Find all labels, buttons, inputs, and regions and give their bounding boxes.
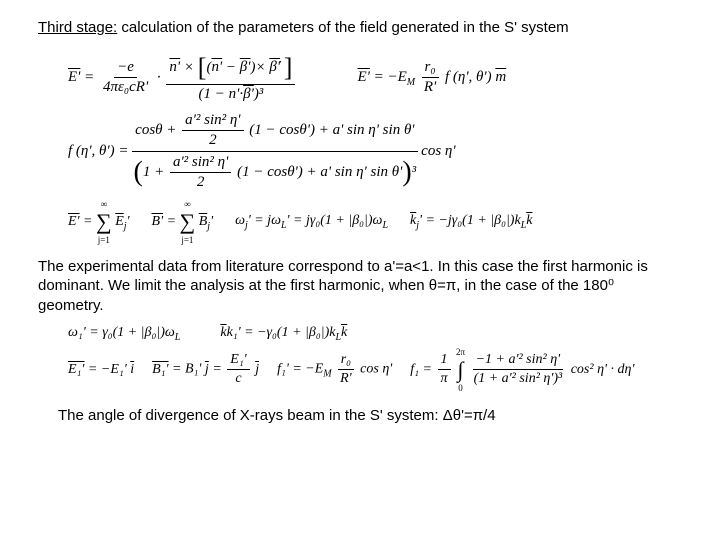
bottom-text: The angle of divergence of X-rays beam i… xyxy=(58,407,682,424)
equation-row-2: f (η', θ') = cosθ + a'² sin² η' 2 (1 − c… xyxy=(68,110,682,193)
eq4-k: kk₁' = −γ₀(1 + |β₀|)kLk xyxy=(220,325,347,343)
eq3-B: B' = ∞∑j=1 Bj' xyxy=(152,199,214,245)
eq5-B: B₁' = B₁' j = E₁'c j xyxy=(152,351,259,388)
eq5-f1p: f₁' = −EM r₀R' cos η' xyxy=(277,351,392,388)
eq4-omega: ω₁' = γ₀(1 + |β₀|)ωL xyxy=(68,325,180,343)
equation-row-4: ω₁' = γ₀(1 + |β₀|)ωL kk₁' = −γ₀(1 + |β₀|… xyxy=(68,325,682,343)
eq3-E: E' = ∞∑j=1 Ej' xyxy=(68,199,130,245)
mid-paragraph: The experimental data from literature co… xyxy=(38,257,682,316)
equation-row-5: E₁' = −E₁' i B₁' = B₁' j = E₁'c j f₁' = … xyxy=(68,347,682,393)
eq5-f1: f₁ = 1π 2π∫0 −1 + a'² sin² η'(1 + a'² si… xyxy=(410,347,634,393)
eq1-right: E' = −EM r₀ R' f (η', θ') m xyxy=(357,58,506,97)
equation-row-1: E' = −e 4πε₀cR' · n' × [(n' − β')× β̇' ]… xyxy=(68,52,682,104)
slide-title: Third stage: calculation of the paramete… xyxy=(38,18,682,38)
eq1-left: E' = −e 4πε₀cR' · n' × [(n' − β')× β̇' ]… xyxy=(68,52,297,104)
eq3-omega: ωj' = jωL' = jγ₀(1 + |β₀|)ωL xyxy=(235,213,388,231)
eq3-k: kj' = −jγ₀(1 + |β₀|)kLk xyxy=(410,213,532,231)
equation-row-3: E' = ∞∑j=1 Ej' B' = ∞∑j=1 Bj' ωj' = jωL'… xyxy=(68,199,682,245)
title-rest: calculation of the parameters of the fie… xyxy=(117,19,568,36)
title-stage: Third stage: xyxy=(38,19,117,36)
eq5-E: E₁' = −E₁' i xyxy=(68,362,134,378)
